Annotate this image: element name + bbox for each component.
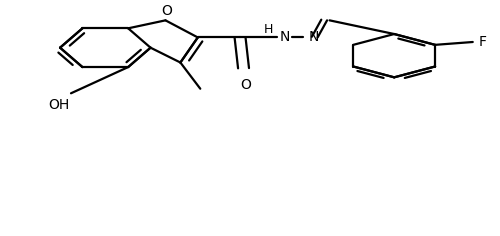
Text: N: N [280, 30, 289, 44]
Text: F: F [478, 35, 486, 49]
Text: H: H [264, 23, 274, 36]
Text: O: O [240, 78, 252, 93]
Text: O: O [162, 4, 172, 18]
Text: N: N [308, 30, 319, 44]
Text: OH: OH [48, 98, 69, 112]
